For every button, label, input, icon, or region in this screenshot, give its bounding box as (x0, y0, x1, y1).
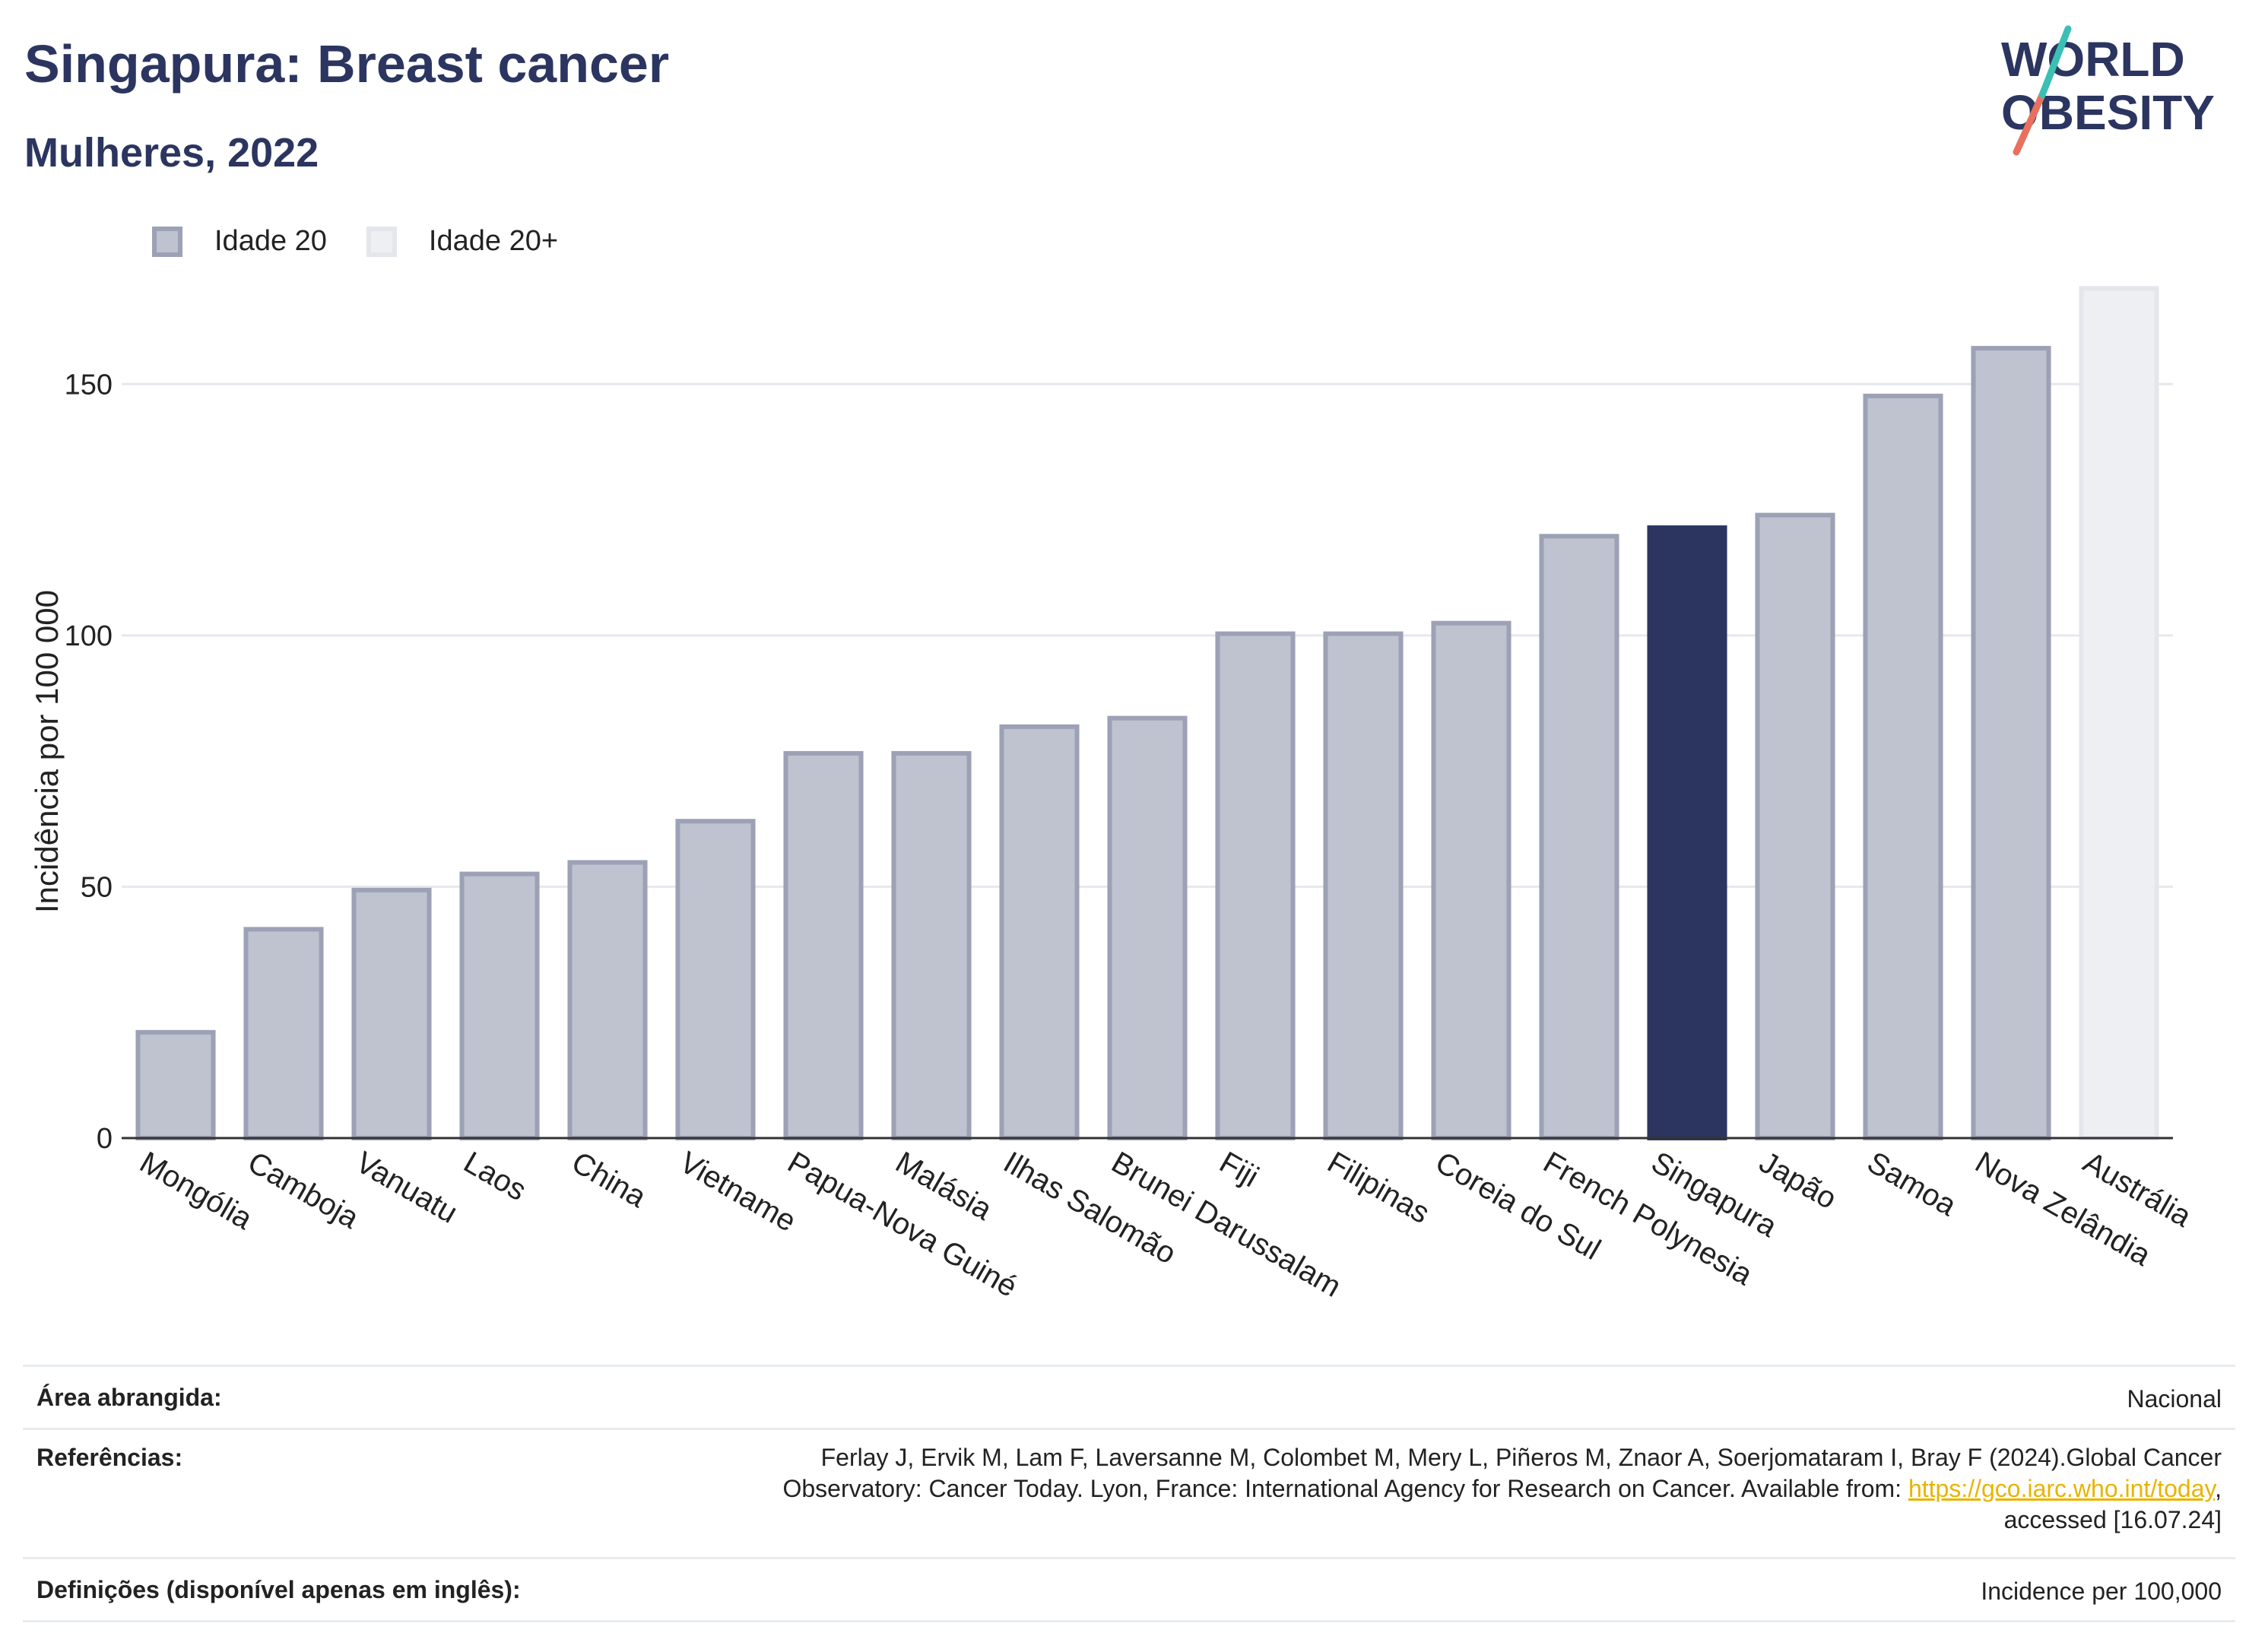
y-tick-label: 0 (97, 1123, 113, 1155)
metadata-row-definitions: Definições (disponível apenas em inglês)… (23, 1557, 2235, 1622)
legend-label: Idade 20+ (428, 225, 559, 257)
bar-Vanuatu (351, 887, 432, 1140)
legend-item-idade-20-plus[interactable]: Idade 20+ (366, 225, 558, 258)
references-line-3: accessed [16.07.24] (2003, 1506, 2222, 1533)
references-line-2: Observatory: Cancer Today. Lyon, France:… (782, 1475, 2222, 1502)
definitions-value: Incidence per 100,000 (1981, 1577, 2222, 1605)
x-tick-label: Mongólia (135, 1146, 259, 1237)
legend-swatch (366, 226, 397, 257)
references-value: Ferlay J, Ervik M, Lam F, Laversanne M, … (782, 1442, 2222, 1536)
bar-Camboja (243, 927, 324, 1140)
x-tick-label: Laos (458, 1146, 532, 1207)
bar-Singapura (1647, 525, 1727, 1140)
bar-Coreia do Sul (1431, 620, 1511, 1140)
references-link[interactable]: https://gco.iarc.who.int/today (1908, 1475, 2216, 1502)
world-obesity-logo: WORLD OBESITY (2001, 25, 2215, 156)
references-line-1: Ferlay J, Ervik M, Lam F, Laversanne M, … (820, 1444, 2222, 1471)
bar-Malásia (891, 750, 972, 1140)
chart-title: Singapura: Breast cancer (24, 34, 670, 94)
bar-Filipinas (1323, 631, 1404, 1140)
y-tick-label: 150 (65, 369, 113, 401)
x-tick-label: Filipinas (1322, 1146, 1435, 1230)
y-axis-label: Incidência por 100 000 (29, 590, 65, 913)
bar-Austrália (2079, 286, 2159, 1140)
bar-French Polynesia (1539, 534, 1619, 1140)
x-tick-label: Camboja (243, 1146, 365, 1236)
bar-Japão (1755, 512, 1835, 1140)
bar-Laos (459, 871, 540, 1140)
references-label: Referências: (36, 1444, 183, 1471)
area-label: Área abrangida: (36, 1384, 222, 1411)
x-tick-label: Vietname (674, 1146, 802, 1238)
definitions-label: Definições (disponível apenas em inglês)… (36, 1576, 521, 1603)
chart-subtitle: Mulheres, 2022 (24, 130, 319, 176)
bar-China (567, 860, 648, 1140)
area-value: Nacional (2127, 1385, 2222, 1413)
bar-Samoa (1863, 393, 1943, 1140)
bar-Nova Zelândia (1971, 346, 2051, 1141)
metadata-row-area: Área abrangida: Nacional (23, 1365, 2235, 1428)
bar-Ilhas Salomão (999, 724, 1080, 1140)
legend-item-idade-20[interactable]: Idade 20 (152, 225, 327, 258)
chart-legend: Idade 20 Idade 20+ (152, 225, 598, 258)
bar-Brunei Darussalam (1107, 715, 1188, 1140)
bar-Fiji (1215, 631, 1296, 1140)
metadata-table: Área abrangida: Nacional Referências: Fe… (23, 1365, 2235, 1622)
y-tick-label: 100 (65, 620, 113, 652)
legend-label: Idade 20 (214, 225, 327, 257)
y-tick-label: 50 (81, 871, 113, 903)
x-tick-label: Vanuatu (351, 1146, 463, 1230)
svg-text:WORLD: WORLD (2001, 32, 2185, 87)
bar-Vietname (675, 819, 756, 1141)
legend-swatch (152, 226, 182, 257)
bar-Mongólia (135, 1029, 216, 1140)
x-tick-label: Fiji (1214, 1146, 1264, 1194)
x-tick-label: Samoa (1862, 1146, 1962, 1223)
metadata-row-references: Referências: Ferlay J, Ervik M, Lam F, L… (23, 1428, 2235, 1557)
bar-Papua-Nova Guiné (783, 750, 864, 1140)
x-tick-label: China (566, 1146, 652, 1215)
